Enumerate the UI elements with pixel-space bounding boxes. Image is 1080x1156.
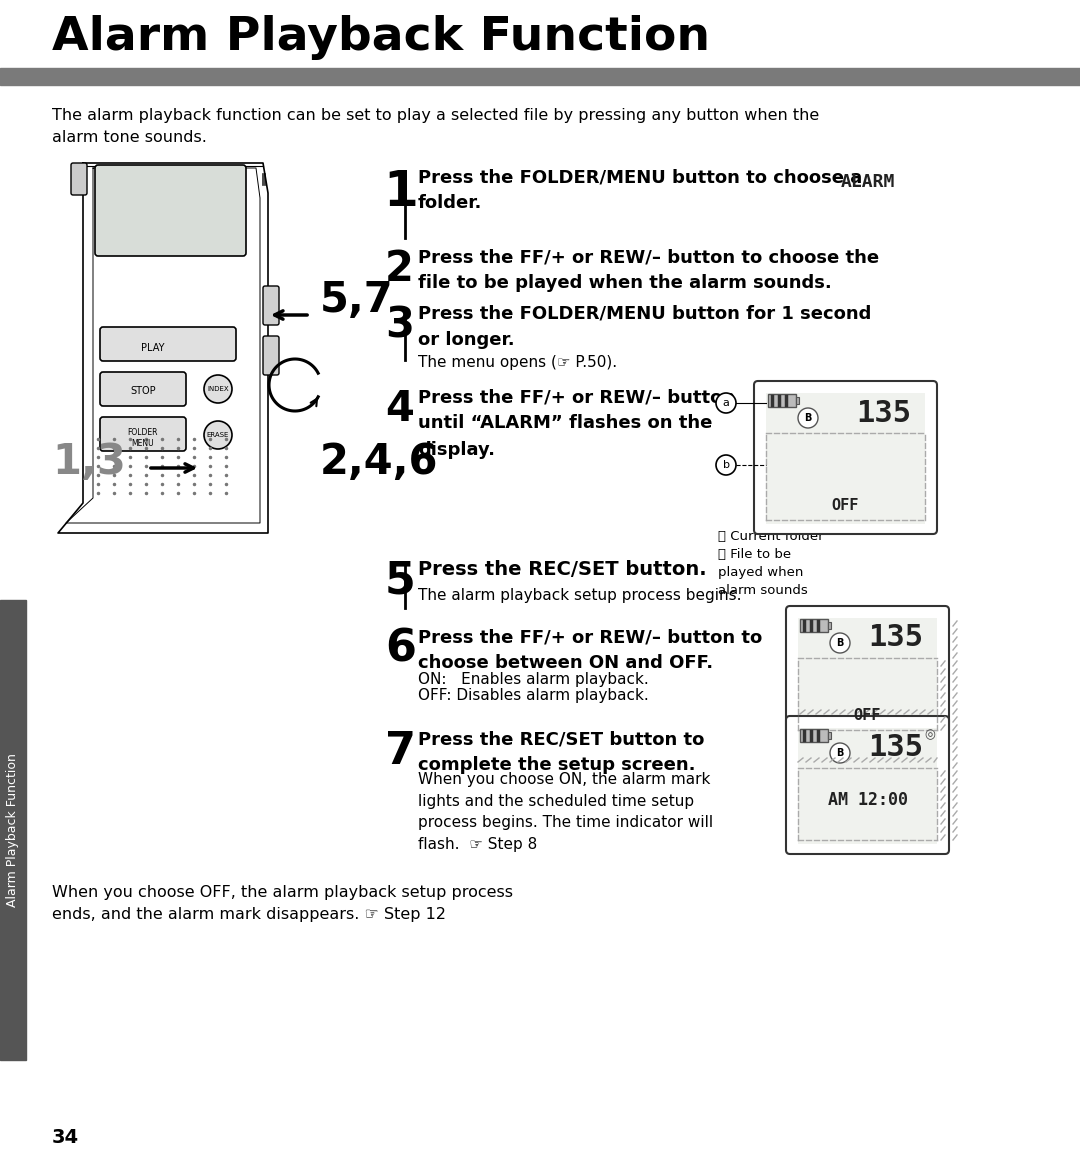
Text: INDEX: INDEX xyxy=(207,386,229,392)
Text: When you choose OFF, the alarm playback setup process
ends, and the alarm mark d: When you choose OFF, the alarm playback … xyxy=(52,885,513,921)
Bar xyxy=(796,397,799,403)
Bar xyxy=(798,728,937,844)
Text: 3: 3 xyxy=(384,305,414,347)
Bar xyxy=(0,600,26,1060)
FancyBboxPatch shape xyxy=(95,165,246,255)
Text: STOP: STOP xyxy=(131,386,156,397)
Text: ERASE: ERASE xyxy=(206,432,229,438)
FancyBboxPatch shape xyxy=(71,163,87,195)
Text: Press the REC/SET button.: Press the REC/SET button. xyxy=(418,560,706,579)
FancyBboxPatch shape xyxy=(264,336,279,375)
Text: Alarm Playback Function: Alarm Playback Function xyxy=(52,15,711,60)
Text: OFF: OFF xyxy=(854,709,881,724)
Text: ON:   Enables alarm playback.: ON: Enables alarm playback. xyxy=(418,672,649,687)
Text: The menu opens (☞ P.50).: The menu opens (☞ P.50). xyxy=(418,355,617,370)
Text: Press the FF/+ or REW/– button
until “ALARM” flashes on the
display.: Press the FF/+ or REW/– button until “AL… xyxy=(418,388,735,459)
Text: 5: 5 xyxy=(384,560,416,603)
Text: ALARM: ALARM xyxy=(840,173,894,191)
Text: B: B xyxy=(836,638,843,649)
Text: PLAY: PLAY xyxy=(141,343,165,353)
Text: 4: 4 xyxy=(384,388,414,430)
Text: ◎: ◎ xyxy=(924,728,935,741)
Text: Press the FF/+ or REW/– button to
choose between ON and OFF.: Press the FF/+ or REW/– button to choose… xyxy=(418,628,762,673)
Bar xyxy=(0,68,1080,86)
Bar xyxy=(828,732,831,739)
Circle shape xyxy=(164,166,192,195)
Polygon shape xyxy=(58,163,268,533)
Bar xyxy=(798,618,937,734)
Bar xyxy=(800,618,828,632)
Text: OFF: Disables alarm playback.: OFF: Disables alarm playback. xyxy=(418,688,649,703)
Text: FOLDER
MENU: FOLDER MENU xyxy=(127,429,159,447)
Text: 135: 135 xyxy=(868,623,923,652)
Text: 1,3: 1,3 xyxy=(52,440,126,483)
Text: When you choose ON, the alarm mark
lights and the scheduled time setup
process b: When you choose ON, the alarm mark light… xyxy=(418,772,713,852)
Text: 2: 2 xyxy=(384,249,414,290)
Text: 135: 135 xyxy=(868,734,923,763)
Text: ⓑ File to be
played when
alarm sounds: ⓑ File to be played when alarm sounds xyxy=(718,548,808,596)
Circle shape xyxy=(204,375,232,403)
Text: Press the REC/SET button to
complete the setup screen.: Press the REC/SET button to complete the… xyxy=(418,729,704,775)
Bar xyxy=(766,393,924,524)
Bar xyxy=(800,729,828,742)
Text: 1: 1 xyxy=(383,168,418,216)
Text: AM 12:00: AM 12:00 xyxy=(827,791,907,809)
FancyBboxPatch shape xyxy=(100,417,186,451)
Circle shape xyxy=(124,166,152,195)
FancyBboxPatch shape xyxy=(786,606,949,744)
Text: a: a xyxy=(723,398,729,408)
Circle shape xyxy=(716,393,735,413)
Text: OFF: OFF xyxy=(832,498,860,513)
Text: Press the FOLDER/MENU button to choose a
folder.: Press the FOLDER/MENU button to choose a… xyxy=(418,168,862,213)
Text: 34: 34 xyxy=(52,1128,79,1147)
Text: 135: 135 xyxy=(855,399,912,428)
FancyBboxPatch shape xyxy=(264,286,279,325)
Circle shape xyxy=(798,408,818,428)
Circle shape xyxy=(831,743,850,763)
FancyBboxPatch shape xyxy=(100,372,186,406)
Text: Press the FF/+ or REW/– button to choose the
file to be played when the alarm so: Press the FF/+ or REW/– button to choose… xyxy=(418,249,879,292)
FancyBboxPatch shape xyxy=(100,327,237,361)
Circle shape xyxy=(716,455,735,475)
Text: b: b xyxy=(723,460,729,470)
Bar xyxy=(828,622,831,629)
Text: The alarm playback setup process begins.: The alarm playback setup process begins. xyxy=(418,588,742,603)
Text: B: B xyxy=(805,413,812,423)
FancyBboxPatch shape xyxy=(786,716,949,854)
Text: ⓐ Current folder: ⓐ Current folder xyxy=(718,529,824,543)
Text: 2,4,6: 2,4,6 xyxy=(320,440,438,483)
Text: The alarm playback function can be set to play a selected file by pressing any b: The alarm playback function can be set t… xyxy=(52,108,820,144)
Text: 5,7: 5,7 xyxy=(320,279,394,321)
Bar xyxy=(768,394,796,407)
Circle shape xyxy=(204,421,232,449)
Circle shape xyxy=(831,633,850,653)
Text: 6: 6 xyxy=(384,628,416,670)
Text: Press the FOLDER/MENU button for 1 second
or longer.: Press the FOLDER/MENU button for 1 secon… xyxy=(418,305,872,349)
Text: 7: 7 xyxy=(384,729,416,773)
FancyBboxPatch shape xyxy=(754,381,937,534)
Text: B: B xyxy=(836,748,843,758)
Text: Alarm Playback Function: Alarm Playback Function xyxy=(6,753,19,907)
